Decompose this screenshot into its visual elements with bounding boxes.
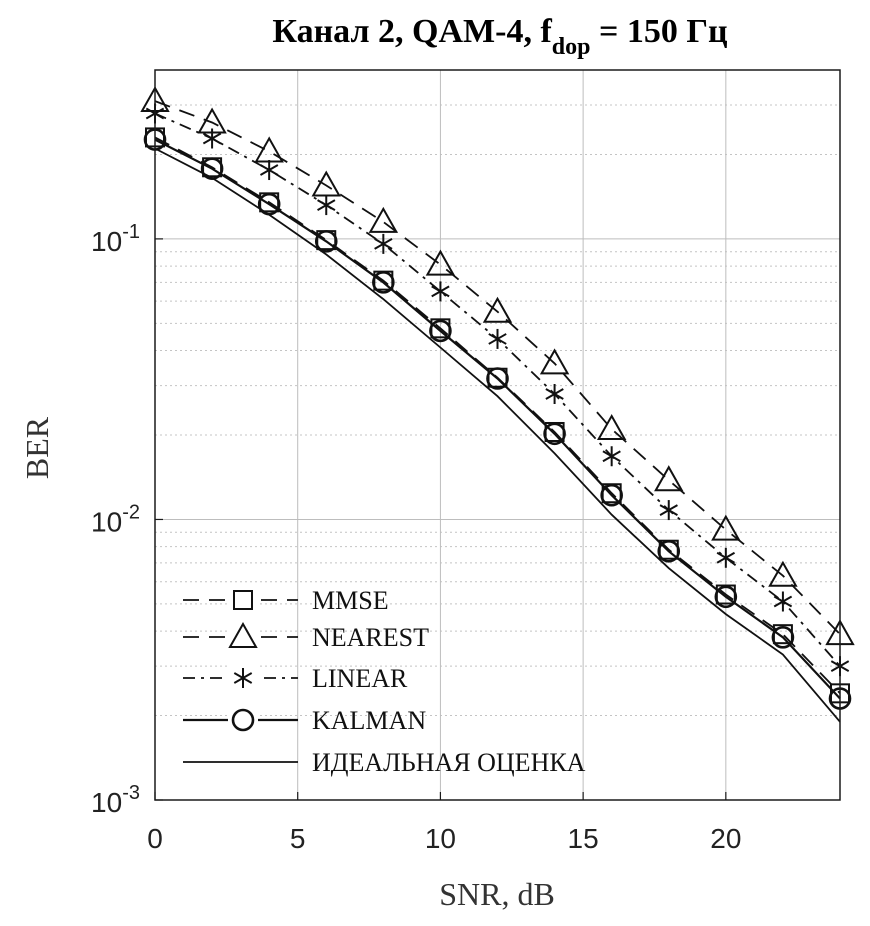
data-point-triangle xyxy=(596,414,627,441)
legend: MMSE NEAREST LINEAR KALMAN ИДЕАЛЬНАЯ ОЦЕНКА xyxy=(183,585,586,777)
data-point-circle xyxy=(714,585,738,609)
series-kalman xyxy=(143,128,852,710)
data-point-circle xyxy=(600,483,623,507)
data-point-circle xyxy=(486,367,509,390)
x-tick-label: 10 xyxy=(425,823,456,854)
data-point-triangle xyxy=(482,296,513,323)
legend-marker xyxy=(233,590,253,610)
data-point-triangle xyxy=(539,348,570,375)
series-group xyxy=(140,86,855,723)
data-point-triangle xyxy=(711,514,741,541)
data-point-asterisk xyxy=(602,446,621,467)
data-point-asterisk xyxy=(716,547,736,568)
data-point-circle xyxy=(657,539,681,563)
legend-label: LINEAR xyxy=(312,664,408,693)
data-point-asterisk xyxy=(202,128,222,149)
legend-label: ИДЕАЛЬНАЯ ОЦЕНКА xyxy=(312,748,586,777)
data-point-asterisk xyxy=(259,160,279,181)
y-tick-label: 10-1 xyxy=(91,221,140,257)
data-point-triangle xyxy=(311,170,341,197)
x-tick-label: 0 xyxy=(147,823,163,854)
data-point-circle xyxy=(543,422,566,446)
x-tick-label: 15 xyxy=(568,823,599,854)
legend-label: NEAREST xyxy=(312,623,429,652)
series-mmse xyxy=(145,127,850,704)
data-point-circle xyxy=(771,626,795,649)
x-tick-label: 5 xyxy=(290,823,306,854)
data-point-asterisk xyxy=(431,281,450,302)
legend-marker xyxy=(228,621,258,648)
data-point-triangle xyxy=(768,560,798,587)
series-- xyxy=(154,147,841,723)
axes-box xyxy=(154,69,841,801)
data-point-triangle xyxy=(368,206,399,233)
y-tick-label: 10-3 xyxy=(91,782,140,818)
legend-label: KALMAN xyxy=(312,706,426,735)
y-axis-label: BER xyxy=(19,416,55,479)
legend-marker xyxy=(231,708,255,732)
data-point-triangle xyxy=(254,136,284,163)
data-point-circle xyxy=(372,271,395,294)
data-point-circle xyxy=(429,319,452,343)
tick-labels: 0 5 10 15 20 10-3 10-2 10-1 xyxy=(91,221,741,854)
data-point-triangle xyxy=(425,249,456,276)
data-point-circle xyxy=(314,230,338,253)
chart-title: Канал 2, QAM-4, fdop = 150 Гц xyxy=(272,13,728,60)
x-axis-label: SNR, dB xyxy=(439,876,555,912)
series-line xyxy=(154,100,841,635)
data-point-asterisk xyxy=(773,591,793,612)
legend-marker xyxy=(233,668,253,688)
data-point-asterisk xyxy=(317,195,336,216)
legend-label: MMSE xyxy=(312,586,389,615)
series-nearest xyxy=(140,86,855,646)
data-point-asterisk xyxy=(659,500,678,521)
data-point-asterisk xyxy=(488,328,507,349)
series-line xyxy=(154,147,841,723)
y-tick-label: 10-2 xyxy=(91,501,140,537)
legend-marker-bg xyxy=(228,585,258,615)
data-point-asterisk xyxy=(545,384,564,405)
series-line xyxy=(154,138,841,700)
data-point-asterisk xyxy=(374,233,393,254)
data-point-triangle xyxy=(654,465,684,492)
x-tick-label: 20 xyxy=(710,823,741,854)
